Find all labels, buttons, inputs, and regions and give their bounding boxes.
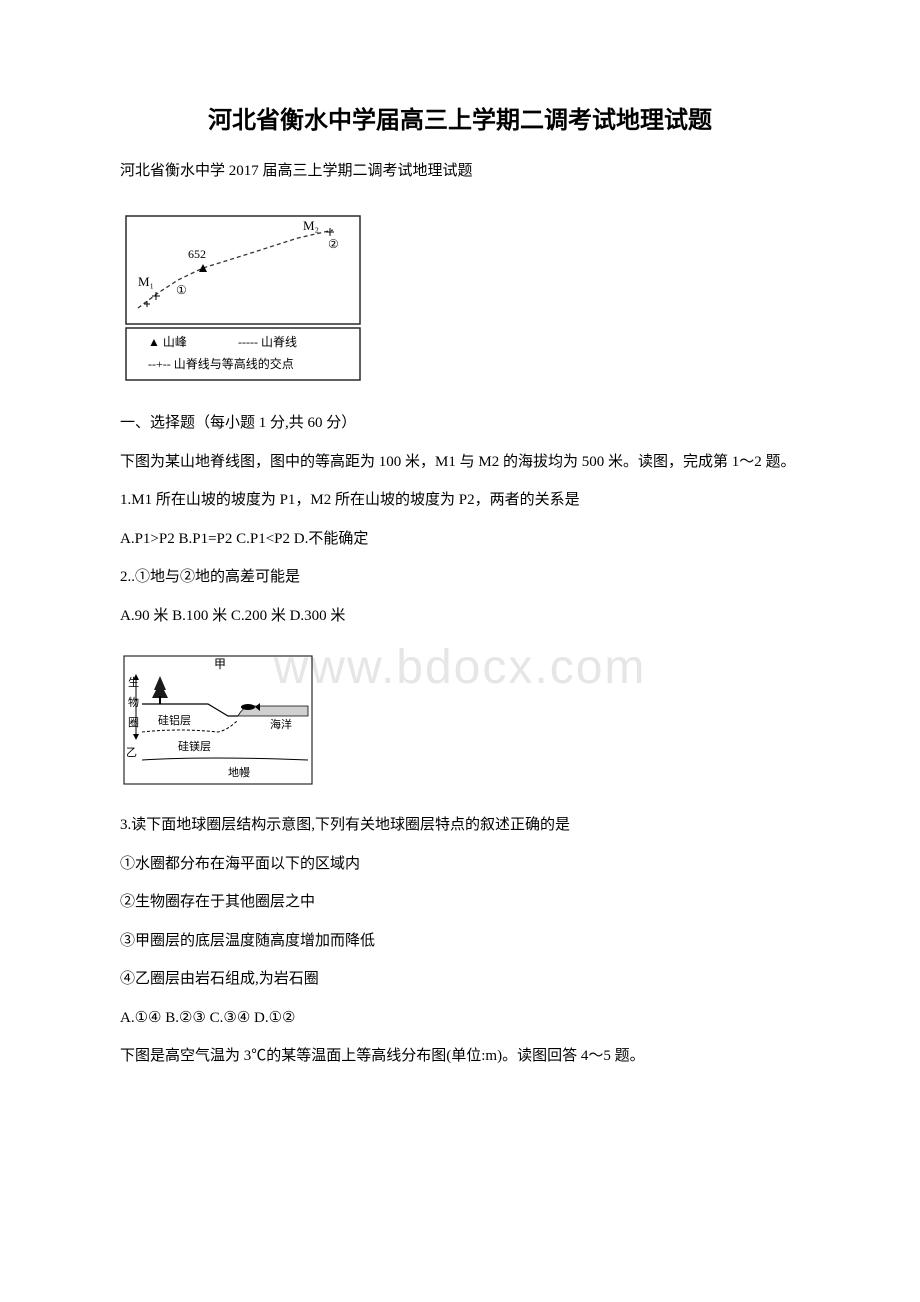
question-3-opt3: ③甲圈层的底层温度随高度增加而降低: [90, 927, 830, 956]
intro-q4-5: 下图是高空气温为 3℃的某等温面上等高线分布图(单位:m)。读图回答 4～5 题…: [90, 1042, 830, 1071]
question-2: 2..①地与②地的高差可能是: [90, 563, 830, 592]
svg-text:M₁: M₁: [138, 274, 154, 289]
page-title: 河北省衡水中学届高三上学期二调考试地理试题: [90, 100, 830, 135]
question-3-opt4: ④乙圈层由岩石组成,为岩石圈: [90, 965, 830, 994]
svg-text:物: 物: [128, 695, 139, 709]
figure-ridge-map: 652 M₁ ① M₂ ② ▲ 山峰 ----- 山脊线 --+-- 山脊线与等…: [118, 208, 368, 388]
subtitle: 河北省衡水中学 2017 届高三上学期二调考试地理试题: [90, 159, 830, 180]
question-3-opt2: ②生物圈存在于其他圈层之中: [90, 888, 830, 917]
svg-text:乙: 乙: [126, 746, 137, 759]
svg-text:地幔: 地幔: [228, 766, 250, 779]
question-3-options: A.①④ B.②③ C.③④ D.①②: [90, 1004, 830, 1033]
svg-text:①: ①: [176, 283, 187, 297]
svg-text:M₂: M₂: [303, 218, 319, 233]
svg-text:甲: 甲: [214, 657, 226, 671]
question-3: 3.读下面地球圈层结构示意图,下列有关地球圈层特点的叙述正确的是: [90, 811, 830, 840]
svg-text:硅镁层: 硅镁层: [178, 739, 211, 753]
svg-text:--+-- 山脊线与等高线的交点: --+-- 山脊线与等高线的交点: [148, 356, 294, 371]
svg-text:圈: 圈: [128, 716, 139, 729]
svg-text:②: ②: [328, 237, 339, 251]
intro-q1-2-text: 下图为某山地脊线图，图中的等高距为 100 米，M1 与 M2 的海拔均为 50…: [120, 454, 795, 470]
question-2-options: A.90 米 B.100 米 C.200 米 D.300 米: [90, 602, 830, 631]
svg-text:硅铝层: 硅铝层: [158, 713, 191, 727]
intro-q1-2: 下图为某山地脊线图，图中的等高距为 100 米，M1 与 M2 的海拔均为 50…: [90, 448, 830, 477]
svg-text:----- 山脊线: ----- 山脊线: [238, 335, 297, 349]
figure-earth-layers: 甲 生 物 圈 乙 海洋 硅铝层 硅镁层 地幔: [118, 650, 318, 790]
svg-text:▲ 山峰: ▲ 山峰: [148, 335, 187, 349]
question-1: 1.M1 所在山坡的坡度为 P1，M2 所在山坡的坡度为 P2，两者的关系是: [90, 486, 830, 515]
svg-text:生: 生: [128, 675, 139, 689]
question-3-opt1: ①水圈都分布在海平面以下的区域内: [90, 850, 830, 879]
watermark-text: www.bdocx.com: [274, 640, 647, 695]
svg-text:海洋: 海洋: [270, 717, 292, 731]
svg-text:652: 652: [188, 247, 206, 261]
question-1-options: A.P1>P2 B.P1=P2 C.P1<P2 D.不能确定: [90, 525, 830, 554]
section-header: 一、选择题（每小题 1 分,共 60 分）: [90, 409, 830, 438]
